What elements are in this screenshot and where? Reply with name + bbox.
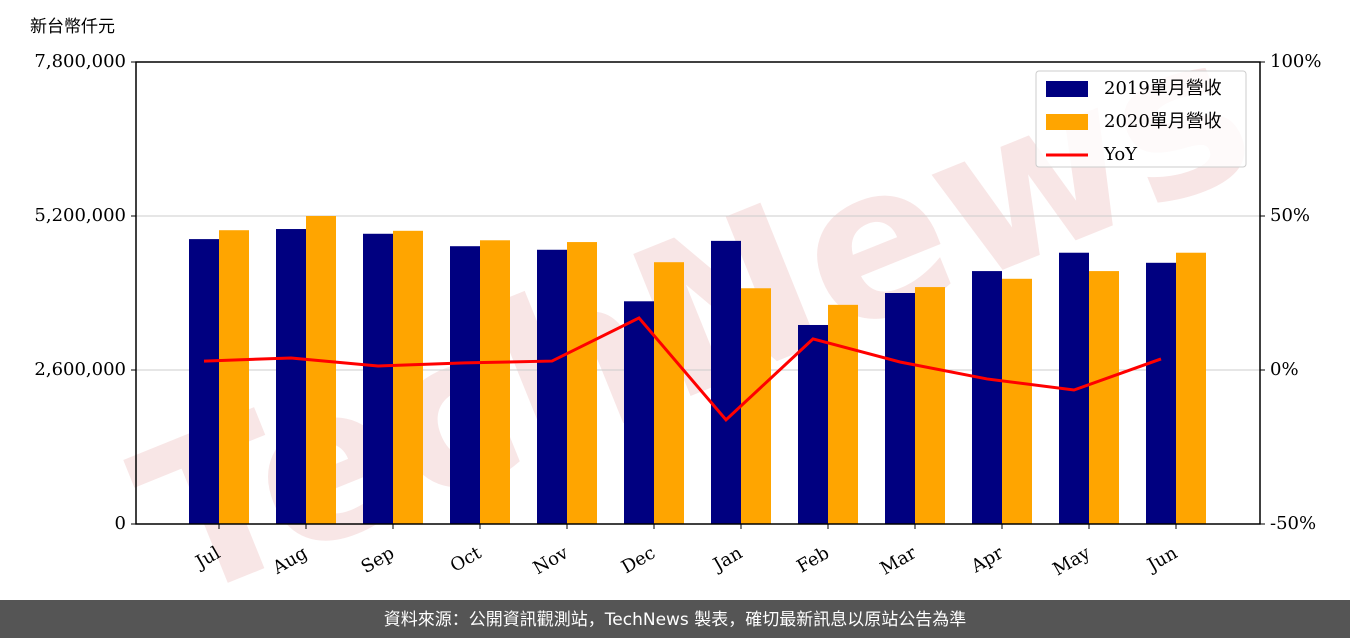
y2-tick-label: 50% <box>1270 205 1310 226</box>
yoy-line <box>203 316 1162 423</box>
bar <box>798 324 828 524</box>
bar <box>828 304 858 524</box>
bar <box>393 230 423 525</box>
bar <box>1146 262 1176 524</box>
legend-label: 2019單月營收 <box>1104 78 1222 99</box>
y2-tick-label: 0% <box>1270 359 1299 380</box>
y-tick-label: 5,200,000 <box>34 205 126 226</box>
x-tick-label: Apr <box>967 542 1007 577</box>
bar <box>1002 278 1032 524</box>
footer-bar <box>0 600 1350 638</box>
y-tick-label: 2,600,000 <box>34 359 126 380</box>
bar <box>711 240 741 524</box>
bar <box>450 246 480 524</box>
legend-box <box>1035 70 1247 168</box>
x-tick-label: Jun <box>1142 542 1181 577</box>
legend-swatch <box>1046 114 1088 130</box>
bar <box>276 229 306 524</box>
bar <box>1089 271 1119 524</box>
x-tick-label: Dec <box>618 542 659 578</box>
bar <box>885 293 915 524</box>
bar <box>1176 252 1206 524</box>
x-tick-label: Jan <box>708 542 746 576</box>
bar <box>972 271 1002 524</box>
legend-label: YoY <box>1103 144 1138 165</box>
x-tick-label: Oct <box>447 542 486 577</box>
y-tick-label: 7,800,000 <box>34 51 126 72</box>
unit-label: 新台幣仟元 <box>30 17 115 37</box>
bar <box>219 230 249 524</box>
legend-label: 2020單月營收 <box>1104 111 1222 132</box>
legend-swatch <box>1046 81 1088 97</box>
bar <box>915 287 945 524</box>
bar <box>567 242 597 525</box>
bar <box>624 301 654 524</box>
y-tick-label: 0 <box>115 513 126 534</box>
bar <box>306 216 336 524</box>
x-tick-label: Feb <box>793 542 833 577</box>
source-note: 資料來源：公開資訊觀測站，TechNews 製表，確切最新訊息以原站公告為準 <box>384 610 966 630</box>
x-tick-label: May <box>1049 542 1094 580</box>
bar <box>537 249 567 524</box>
plot-frame <box>135 61 1261 525</box>
bar <box>741 288 771 524</box>
x-tick-label: Nov <box>530 542 573 579</box>
bar <box>654 262 684 524</box>
bar <box>480 240 510 525</box>
y2-tick-label: 100% <box>1270 51 1321 72</box>
y2-tick-label: -50% <box>1270 513 1316 534</box>
bar <box>189 239 219 524</box>
x-tick-label: Mar <box>877 542 921 579</box>
bar <box>363 233 393 524</box>
